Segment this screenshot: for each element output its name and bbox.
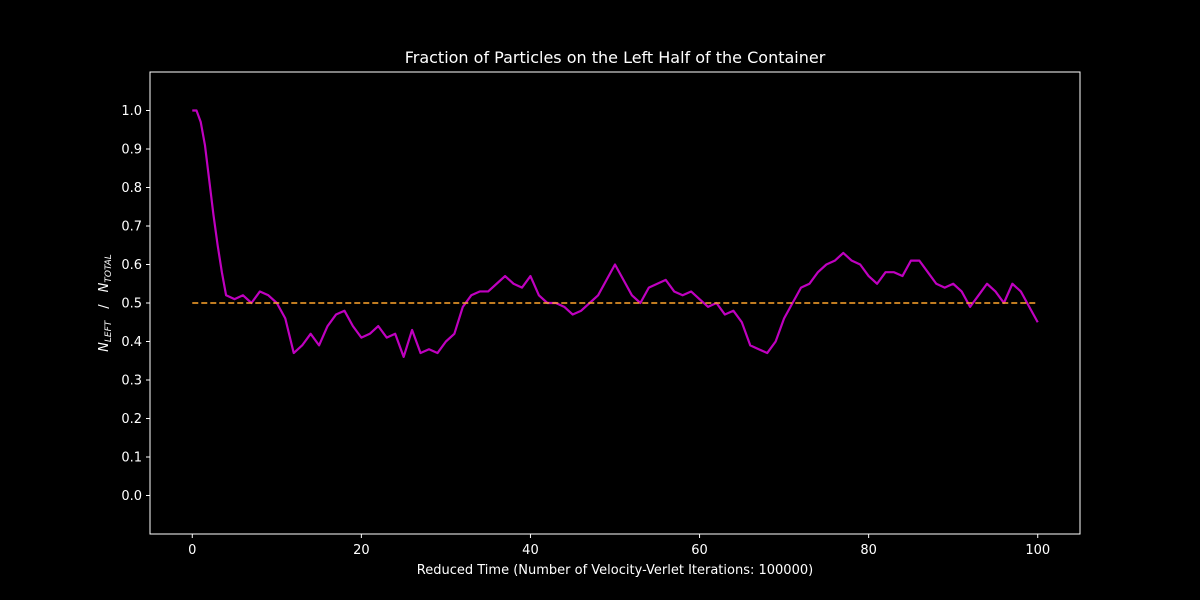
fraction-series-line <box>192 109 1039 358</box>
x-tick-label: 60 <box>691 543 708 558</box>
y-tick-label: 0.3 <box>121 374 142 389</box>
x-tick-label: 20 <box>353 543 370 558</box>
y-label-denominator: N <box>97 282 112 292</box>
axis-ticks: 0 20 40 60 80 100 0.0 0.1 0.2 0.3 0.4 0.5 0.6 0.7 0.8 0… <box>121 104 1050 558</box>
x-tick-label: 0 <box>188 543 196 558</box>
y-tick-label: 0.2 <box>121 412 142 427</box>
y-axis-label: NLEFT/NTOTAL <box>97 254 114 352</box>
y-label-numerator: N <box>97 342 112 352</box>
y-tick-label: 0.4 <box>121 335 142 350</box>
x-tick-label: 80 <box>860 543 877 558</box>
y-label-separator: / <box>97 304 112 309</box>
series-layer <box>192 109 1039 358</box>
y-tick-label: 1.0 <box>121 104 142 119</box>
y-label-numerator-sub: LEFT <box>104 319 114 342</box>
y-tick-label: 0.7 <box>121 220 142 235</box>
x-axis-label: Reduced Time (Number of Velocity-Verlet … <box>417 563 813 578</box>
y-tick-label: 0.1 <box>121 451 142 466</box>
chart-title: Fraction of Particles on the Left Half o… <box>405 48 826 67</box>
y-label-denominator-sub: TOTAL <box>104 254 114 282</box>
y-tick-label: 0.8 <box>121 181 142 196</box>
y-tick-label: 0.0 <box>121 489 142 504</box>
x-tick-label: 40 <box>522 543 539 558</box>
y-tick-label: 0.5 <box>121 297 142 312</box>
y-tick-label: 0.9 <box>121 143 142 158</box>
y-tick-label: 0.6 <box>121 258 142 273</box>
x-tick-label: 100 <box>1025 543 1050 558</box>
